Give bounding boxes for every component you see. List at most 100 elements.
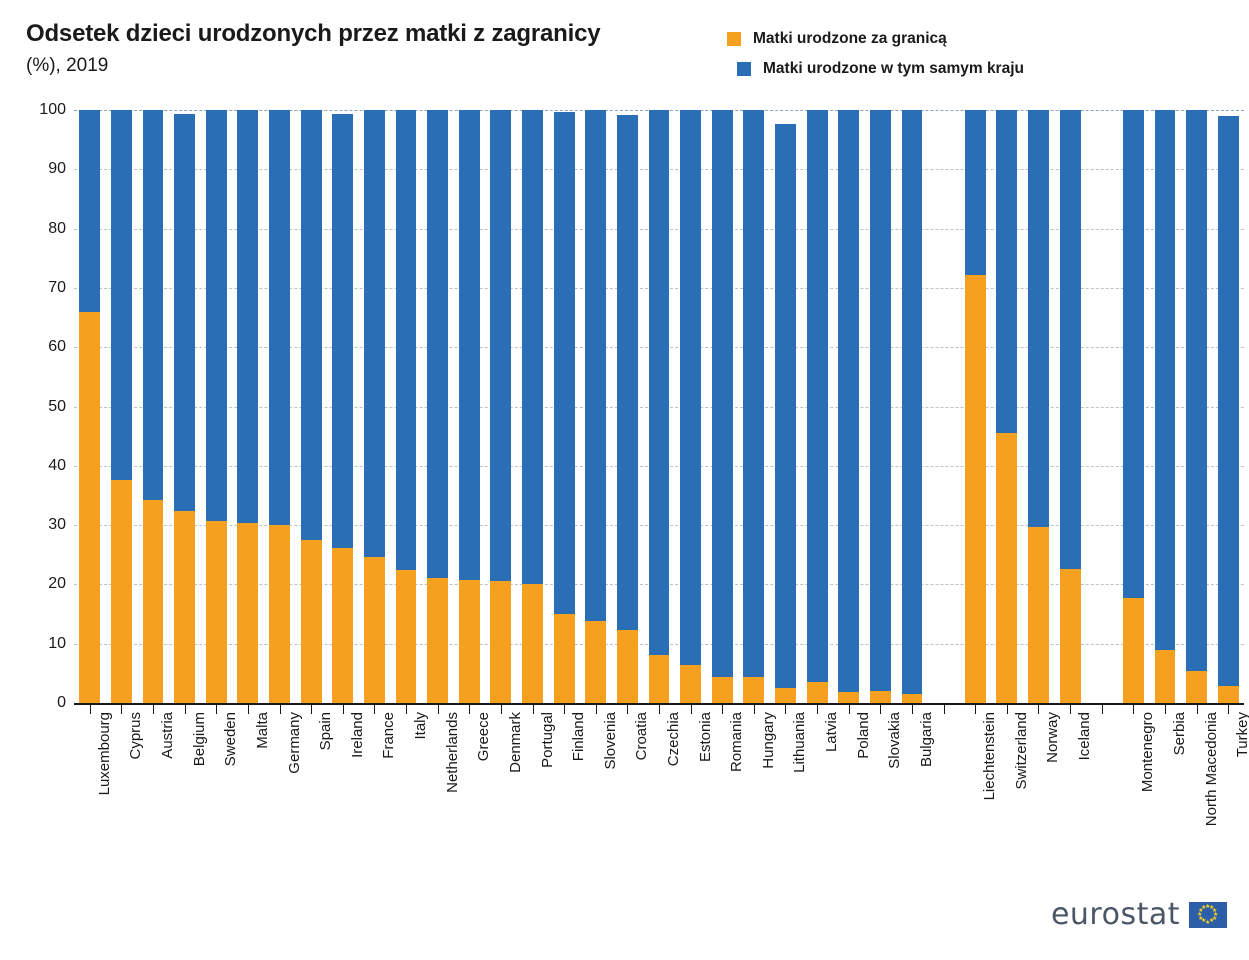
x-axis-label-lithuania: Lithuania — [791, 712, 809, 773]
bar-slovenia[interactable] — [585, 110, 607, 703]
bar-serbia[interactable] — [1154, 110, 1176, 703]
eu-star-icon: ★ — [1209, 918, 1215, 925]
bar-segment-foreign-born — [616, 630, 638, 703]
x-axis-tick — [1164, 705, 1166, 714]
bar-iceland[interactable] — [1059, 110, 1081, 703]
x-axis-label-ireland: Ireland — [348, 712, 366, 758]
bar-ireland[interactable] — [332, 114, 354, 703]
bar-segment-native-born — [1059, 110, 1081, 569]
bar-segment-foreign-born — [1059, 568, 1081, 703]
bar-segment-native-born — [996, 110, 1018, 434]
x-axis-tick — [247, 705, 249, 714]
bar-segment-foreign-born — [269, 525, 290, 703]
bar-segment-foreign-born — [458, 580, 480, 703]
y-axis-tick-label: 40 — [48, 456, 66, 474]
x-axis-label-france: France — [380, 712, 398, 759]
bar-liechtenstein[interactable] — [964, 110, 986, 703]
bar-luxembourg[interactable] — [79, 110, 101, 703]
bar-bulgaria[interactable] — [901, 110, 923, 703]
bar-segment-native-born — [616, 114, 638, 631]
bar-segment-native-born — [522, 110, 543, 584]
x-axis-label-portugal: Portugal — [538, 712, 556, 768]
bar-poland[interactable] — [838, 110, 860, 703]
x-axis-tick — [911, 705, 913, 714]
x-axis-tick — [1228, 705, 1230, 714]
bar-cyprus[interactable] — [110, 110, 132, 703]
y-axis-tick-label: 80 — [48, 219, 66, 237]
x-axis-tick — [880, 705, 882, 714]
eu-star-icon: ★ — [1205, 903, 1211, 910]
bar-finland[interactable] — [553, 112, 575, 703]
x-axis-tick — [1196, 705, 1198, 714]
y-axis-tick-label: 30 — [48, 516, 66, 534]
x-axis-tick — [121, 705, 123, 714]
bar-segment-native-born — [901, 110, 923, 695]
x-axis-tick — [216, 705, 218, 714]
bar-segment-foreign-born — [964, 274, 986, 703]
bar-belgium[interactable] — [174, 114, 196, 703]
bar-montenegro[interactable] — [1122, 110, 1144, 703]
bar-malta[interactable] — [237, 110, 259, 703]
eu-star-icon: ★ — [1211, 907, 1218, 914]
bar-segment-foreign-born — [901, 694, 923, 703]
x-axis-label-slovenia: Slovenia — [601, 712, 619, 770]
bar-segment-native-born — [79, 110, 101, 313]
bar-segment-foreign-born — [775, 688, 796, 703]
legend-label-native-born: Matki urodzone w tym samym kraju — [763, 60, 1024, 77]
bar-germany[interactable] — [269, 110, 290, 703]
bar-segment-native-born — [174, 114, 196, 511]
legend-item-native-born[interactable]: Matki urodzone w tym samym kraju — [727, 54, 1024, 84]
x-axis-tick — [943, 705, 945, 714]
bar-portugal[interactable] — [522, 110, 543, 703]
bar-segment-foreign-born — [838, 691, 860, 703]
legend-item-foreign-born[interactable]: Matki urodzone za granicą — [727, 24, 1024, 54]
x-axis-tick — [564, 705, 566, 714]
y-axis-tick-label: 20 — [48, 575, 66, 593]
x-axis-tick — [659, 705, 660, 714]
x-axis-label-czechia: Czechia — [665, 712, 682, 767]
bar-czechia[interactable] — [648, 110, 670, 703]
bar-denmark[interactable] — [490, 110, 512, 703]
page-subtitle: (%), 2019 — [26, 55, 109, 76]
bar-switzerland[interactable] — [996, 110, 1018, 703]
eu-star-icon: ★ — [1201, 904, 1207, 911]
x-axis-label-luxembourg: Luxembourg — [95, 712, 113, 796]
bar-segment-native-born — [869, 110, 891, 692]
x-axis-tick — [406, 705, 408, 714]
bar-segment-native-born — [142, 110, 164, 501]
bar-segment-foreign-born — [648, 654, 670, 703]
bar-segment-foreign-born — [680, 665, 702, 703]
bar-france[interactable] — [363, 110, 385, 703]
bar-hungary[interactable] — [743, 110, 765, 703]
bar-segment-foreign-born — [395, 570, 417, 703]
bar-north-macedonia[interactable] — [1186, 110, 1207, 703]
bar-romania[interactable] — [711, 110, 733, 703]
bar-segment-foreign-born — [585, 621, 607, 703]
bar-italy[interactable] — [395, 110, 417, 703]
bar-netherlands[interactable] — [427, 110, 449, 703]
bar-segment-native-born — [648, 110, 670, 655]
bar-slovakia[interactable] — [869, 110, 891, 703]
legend-label-foreign-born: Matki urodzone za granicą — [753, 30, 947, 47]
bar-lithuania[interactable] — [775, 124, 796, 703]
bar-segment-foreign-born — [205, 520, 227, 703]
bar-austria[interactable] — [142, 110, 164, 703]
bar-segment-native-born — [838, 110, 860, 692]
bar-turkey[interactable] — [1217, 115, 1239, 703]
bar-latvia[interactable] — [806, 110, 828, 703]
bar-norway[interactable] — [1028, 110, 1049, 703]
bar-segment-native-born — [806, 110, 828, 683]
eu-star-icon: ★ — [1197, 911, 1203, 918]
bar-greece[interactable] — [458, 110, 480, 703]
bar-sweden[interactable] — [205, 110, 227, 703]
x-axis-label-sweden: Sweden — [222, 712, 240, 767]
bar-croatia[interactable] — [616, 114, 638, 703]
y-axis: 0 10 20 30 40 50 60 70 80 90 100 — [8, 101, 66, 711]
x-axis-tick — [469, 705, 471, 714]
y-axis-tick-label: 50 — [48, 397, 66, 415]
x-axis-tick — [532, 705, 534, 714]
bar-estonia[interactable] — [680, 110, 702, 703]
bar-spain[interactable] — [300, 110, 322, 703]
x-axis-tick — [89, 705, 91, 714]
bar-segment-native-born — [585, 110, 607, 622]
